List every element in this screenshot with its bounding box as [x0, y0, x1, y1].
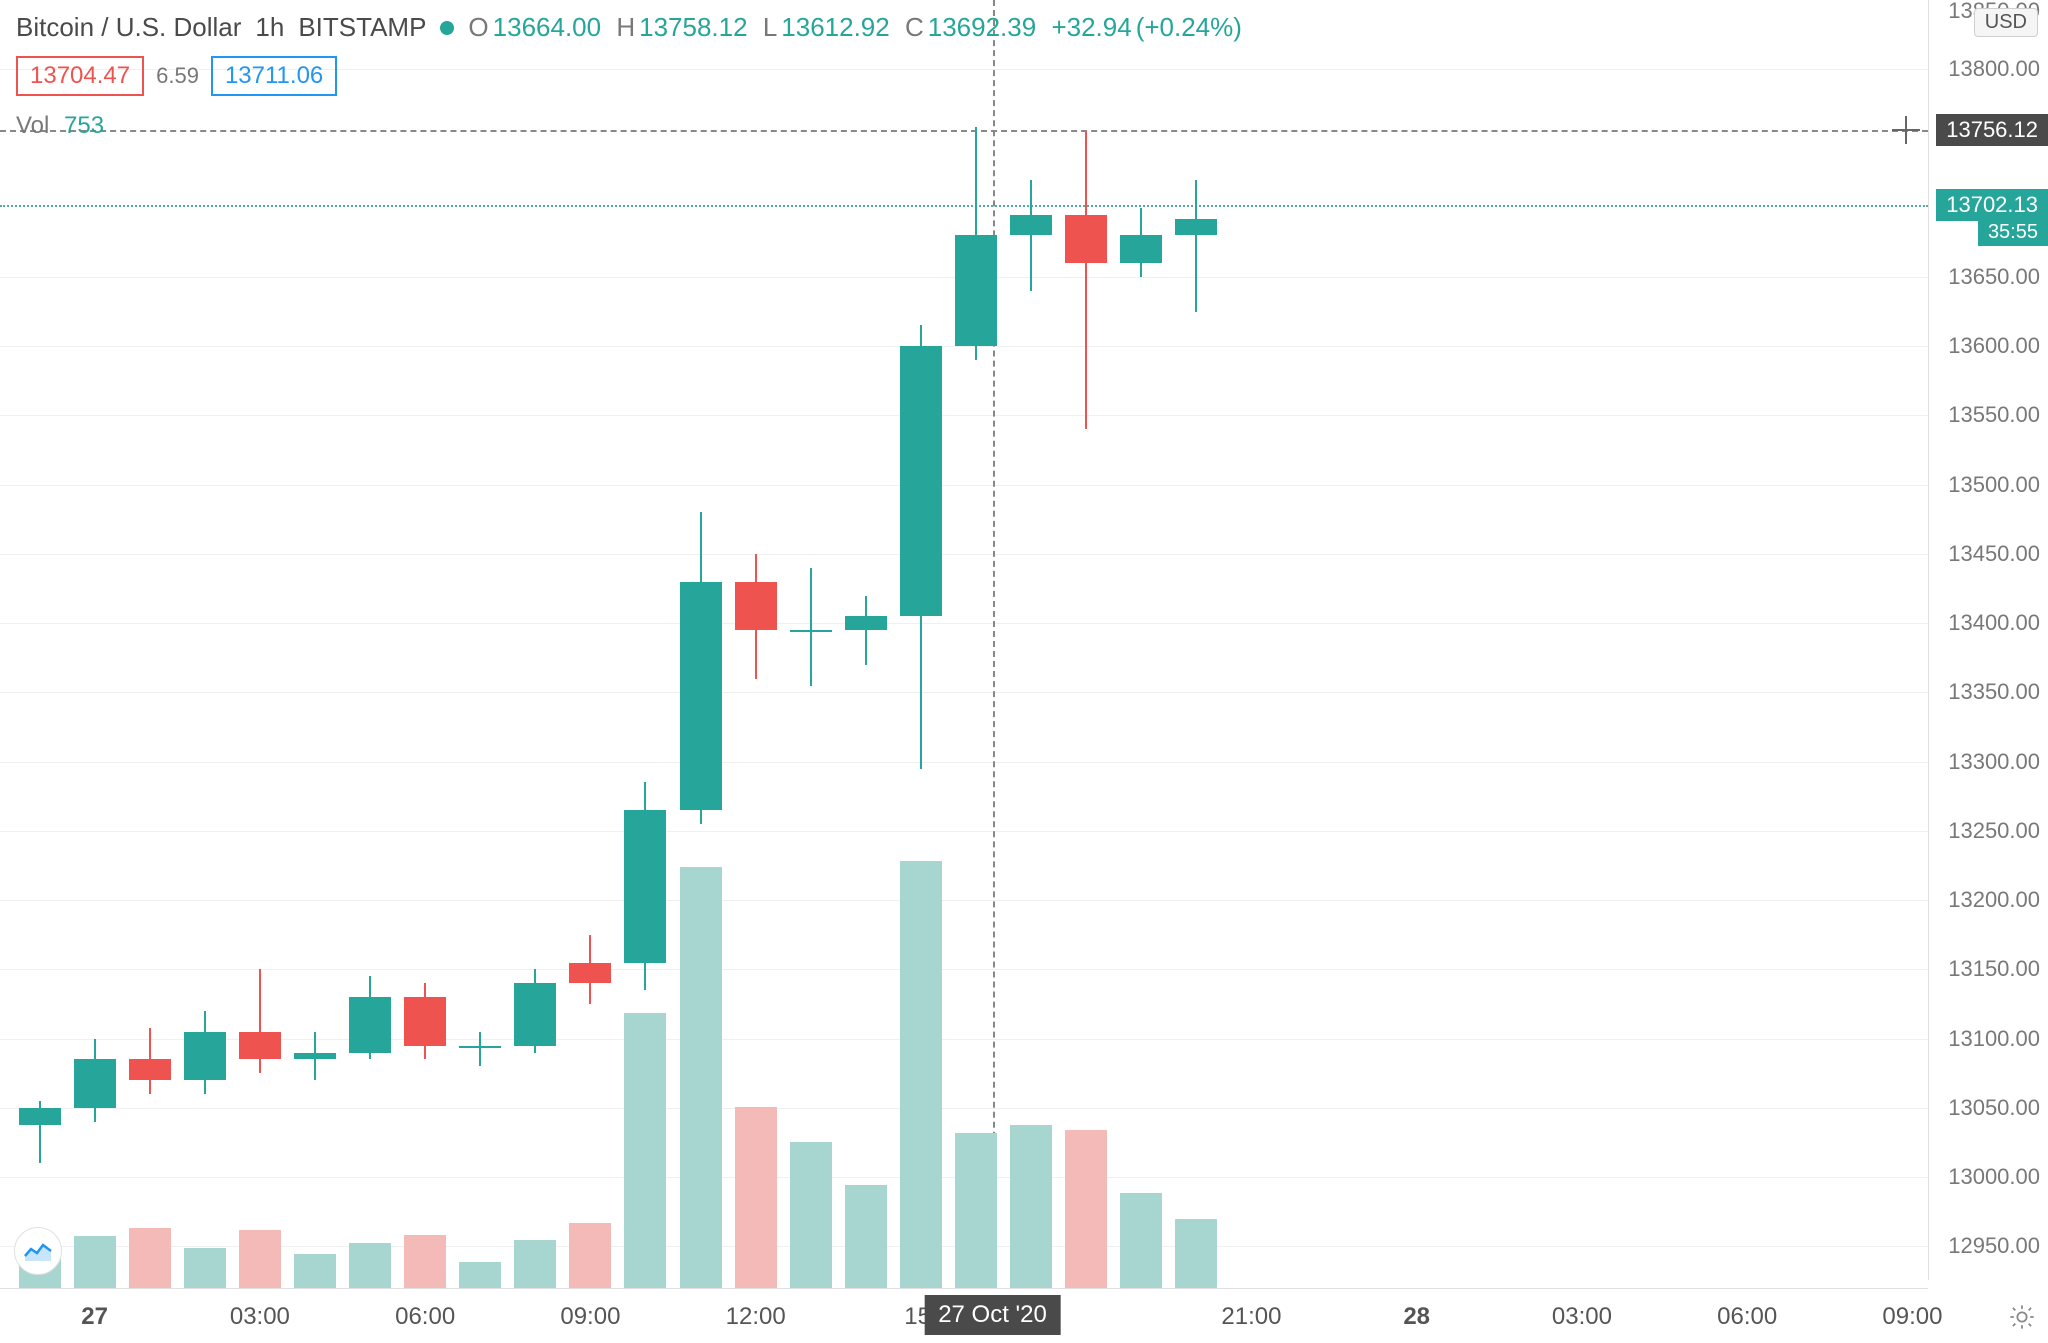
exchange-label: BITSTAMP — [298, 12, 426, 43]
y-tick: 13650.00 — [1948, 264, 2040, 290]
spread-value: 6.59 — [156, 63, 199, 89]
volume-bar[interactable] — [845, 1185, 887, 1288]
x-tick: 09:00 — [1882, 1303, 1942, 1331]
time-axis[interactable]: 2703:0006:0009:0012:0015:17:0021:002803:… — [0, 1288, 1928, 1343]
gridline — [0, 1108, 1928, 1109]
x-tick: 06:00 — [395, 1303, 455, 1331]
volume-bar[interactable] — [1065, 1130, 1107, 1288]
interval-label[interactable]: 1h — [255, 12, 284, 43]
y-tick: 13100.00 — [1948, 1026, 2040, 1052]
change-value: +32.94 — [1051, 12, 1131, 43]
volume-bar[interactable] — [349, 1243, 391, 1288]
gridline — [0, 692, 1928, 693]
close-value: 13692.39 — [928, 12, 1036, 43]
x-tick: 12:00 — [726, 1303, 786, 1331]
open-label: O — [468, 12, 488, 43]
x-tick: 27 — [81, 1303, 108, 1331]
volume-bar[interactable] — [680, 867, 722, 1288]
gridline — [0, 485, 1928, 486]
ohlc-display: O 13664.00 H 13758.12 L 13612.92 C 13692… — [468, 12, 1242, 43]
y-tick: 13400.00 — [1948, 610, 2040, 636]
gridline — [0, 554, 1928, 555]
low-value: 13612.92 — [781, 12, 889, 43]
gridline — [0, 623, 1928, 624]
bid-box[interactable]: 13704.47 — [16, 56, 144, 96]
y-tick: 13550.00 — [1948, 402, 2040, 428]
y-tick: 13150.00 — [1948, 956, 2040, 982]
volume-bar[interactable] — [955, 1133, 997, 1288]
y-tick: 12950.00 — [1948, 1233, 2040, 1259]
x-tick: 06:00 — [1717, 1303, 1777, 1331]
chart-container: Bitcoin / U.S. Dollar 1h BITSTAMP O 1366… — [0, 0, 2048, 1343]
bid-ask-row: 13704.47 6.59 13711.06 — [16, 56, 337, 96]
crosshair-time-label: 27 Oct '20 — [924, 1295, 1061, 1335]
plot-area[interactable] — [0, 0, 1928, 1288]
chart-logo-icon[interactable] — [14, 1227, 62, 1275]
volume-bar[interactable] — [129, 1228, 171, 1288]
y-tick: 13250.00 — [1948, 818, 2040, 844]
close-label: C — [905, 12, 924, 43]
volume-bar[interactable] — [569, 1223, 611, 1288]
y-tick: 13800.00 — [1948, 56, 2040, 82]
volume-bar[interactable] — [74, 1236, 116, 1288]
gridline — [0, 762, 1928, 763]
volume-bar[interactable] — [1120, 1193, 1162, 1288]
currency-badge[interactable]: USD — [1974, 8, 2038, 37]
volume-label: Vol 753 — [16, 112, 104, 140]
settings-icon[interactable] — [2008, 1303, 2036, 1331]
y-tick: 13600.00 — [1948, 333, 2040, 359]
x-tick: 09:00 — [560, 1303, 620, 1331]
volume-bar[interactable] — [790, 1142, 832, 1288]
crosshair-vertical — [993, 0, 995, 1288]
change-pct: (+0.24%) — [1136, 12, 1242, 43]
x-tick: 03:00 — [1552, 1303, 1612, 1331]
high-value: 13758.12 — [639, 12, 747, 43]
vol-text: Vol — [16, 112, 49, 139]
volume-bar[interactable] — [514, 1240, 556, 1288]
y-tick: 13350.00 — [1948, 679, 2040, 705]
high-label: H — [616, 12, 635, 43]
low-label: L — [763, 12, 777, 43]
gridline — [0, 346, 1928, 347]
y-tick: 13000.00 — [1948, 1164, 2040, 1190]
volume-bar[interactable] — [294, 1254, 336, 1288]
volume-bar[interactable] — [459, 1262, 501, 1288]
crosshair-horizontal — [0, 130, 1928, 132]
y-tick: 13200.00 — [1948, 887, 2040, 913]
y-tick: 13450.00 — [1948, 541, 2040, 567]
gridline — [0, 1039, 1928, 1040]
volume-bar[interactable] — [404, 1235, 446, 1288]
current-price-marker: 13702.13 — [1936, 189, 2048, 221]
market-status-dot — [440, 21, 454, 35]
vol-value: 753 — [64, 112, 104, 139]
x-tick: 21:00 — [1221, 1303, 1281, 1331]
gridline — [0, 415, 1928, 416]
volume-bar[interactable] — [735, 1107, 777, 1288]
volume-bar[interactable] — [239, 1230, 281, 1288]
gridline — [0, 900, 1928, 901]
chart-header: Bitcoin / U.S. Dollar 1h BITSTAMP O 1366… — [16, 12, 1242, 43]
countdown-timer: 35:55 — [1978, 219, 2048, 246]
y-tick: 13050.00 — [1948, 1095, 2040, 1121]
volume-bar[interactable] — [1010, 1125, 1052, 1288]
y-tick: 13300.00 — [1948, 749, 2040, 775]
volume-bar[interactable] — [624, 1013, 666, 1288]
gridline — [0, 831, 1928, 832]
y-tick: 13500.00 — [1948, 472, 2040, 498]
symbol-title[interactable]: Bitcoin / U.S. Dollar — [16, 12, 241, 43]
price-axis[interactable]: 13850.00 USD 13800.0013650.0013600.00135… — [1928, 0, 2048, 1280]
current-price-line — [0, 205, 1928, 207]
open-value: 13664.00 — [493, 12, 601, 43]
gridline — [0, 969, 1928, 970]
x-tick: 28 — [1403, 1303, 1430, 1331]
crosshair-plus-icon[interactable] — [1892, 116, 1920, 144]
volume-bar[interactable] — [184, 1248, 226, 1288]
volume-bar[interactable] — [900, 861, 942, 1288]
crosshair-price-marker: 13756.12 — [1936, 114, 2048, 146]
volume-bar[interactable] — [1175, 1219, 1217, 1288]
x-tick: 03:00 — [230, 1303, 290, 1331]
ask-box[interactable]: 13711.06 — [211, 56, 337, 96]
